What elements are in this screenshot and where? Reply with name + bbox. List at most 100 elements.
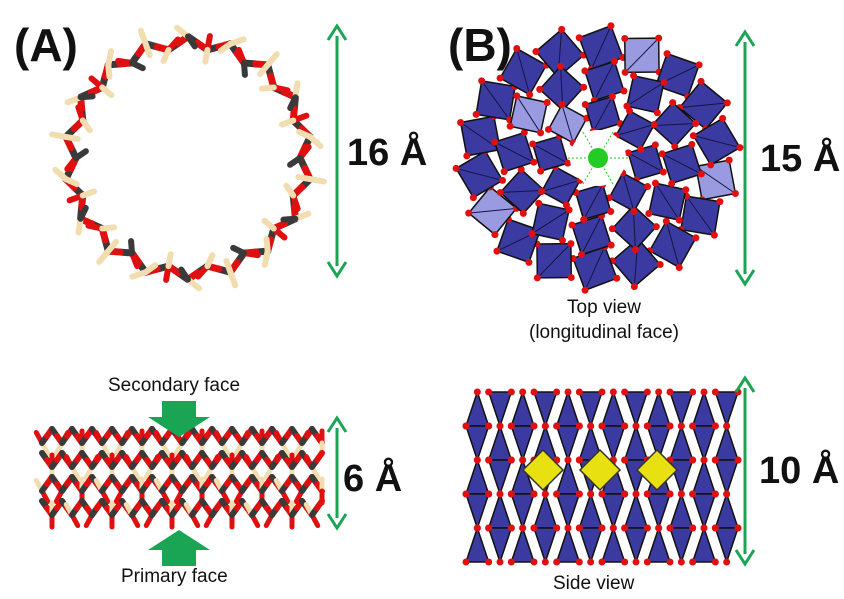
polyhedron: [495, 218, 542, 264]
bond: [233, 49, 248, 67]
bond: [281, 88, 299, 101]
bond: [78, 192, 87, 211]
bond: [289, 105, 298, 124]
oxygen-atom: [587, 490, 595, 498]
polyhedron: [679, 195, 721, 236]
oxygen-atom: [609, 388, 617, 396]
oxygen-atom: [465, 209, 473, 217]
atom-stub: [303, 453, 315, 470]
atom-stub: [143, 512, 155, 529]
atom-stub: [185, 276, 202, 292]
atom-stub: [189, 464, 201, 481]
polyhedron: [654, 52, 701, 98]
oxygen-atom: [632, 422, 640, 430]
side-polyhedron: [510, 425, 536, 463]
oxygen-atom: [651, 141, 659, 149]
bond: [62, 165, 75, 183]
oxygen-atom: [517, 165, 525, 173]
oxygen-atom: [575, 490, 583, 498]
oxygen-atom: [556, 132, 564, 140]
atom-stub: [249, 512, 261, 529]
bond: [234, 433, 245, 446]
polyhedron: [455, 150, 504, 199]
bond: [164, 474, 175, 487]
oxygen-atom: [533, 240, 541, 248]
oxygen-atom: [512, 204, 520, 212]
oxygen-atom: [462, 422, 470, 430]
oxygen-atom: [723, 99, 731, 107]
atom-stub: [129, 269, 149, 280]
bond: [174, 481, 185, 494]
atom-stub: [269, 501, 281, 518]
oxygen-atom: [506, 122, 514, 130]
oxygen-atom: [587, 490, 595, 498]
bond: [54, 433, 65, 446]
oxygen-atom: [658, 150, 666, 158]
dimension-16A: 16 Å: [347, 132, 428, 174]
atom-stub: [39, 488, 51, 505]
side-polyhedron: [668, 391, 694, 429]
polyhedron-edge: [532, 143, 569, 164]
atom-stub: [93, 429, 105, 446]
bond: [274, 498, 285, 511]
polyhedron-edge: [622, 172, 635, 212]
bond: [284, 505, 295, 518]
atom-stub: [263, 236, 271, 255]
polyhedron-edge: [531, 209, 570, 235]
atom-stub: [105, 48, 115, 68]
bond: [59, 433, 70, 446]
atom-stub: [53, 488, 65, 505]
bond: [240, 59, 260, 68]
atom-stub: [183, 501, 195, 518]
bond: [219, 498, 230, 511]
bond: [89, 505, 100, 518]
atom-stub: [77, 204, 89, 222]
oxygen-atom: [462, 490, 470, 498]
oxygen-atom: [725, 156, 733, 164]
bond: [209, 457, 220, 470]
oxygen-atom: [711, 490, 719, 498]
bond: [179, 433, 190, 446]
oxygen-atom: [660, 78, 668, 86]
oxygen-atom: [535, 199, 543, 207]
oxygen-atom: [462, 490, 470, 498]
oxygen-atom: [632, 422, 640, 430]
oxygen-atom: [613, 274, 621, 282]
oxygen-atom: [689, 558, 697, 566]
atom-stub: [249, 464, 261, 481]
oxygen-atom: [711, 422, 719, 430]
bond: [114, 450, 125, 463]
bond: [174, 269, 192, 284]
bond: [104, 474, 115, 487]
bond: [159, 481, 170, 494]
oxygen-atom: [643, 388, 651, 396]
bond: [77, 215, 95, 228]
oxygen-atom: [538, 188, 546, 196]
coordination-line: [582, 131, 599, 159]
oxygen-atom: [598, 212, 606, 220]
atom-stub: [159, 440, 171, 457]
bond: [233, 249, 248, 267]
bond: [194, 481, 205, 494]
bond: [139, 498, 150, 511]
bond: [124, 457, 135, 470]
oxygen-atom: [666, 456, 674, 464]
oxygen-atom: [530, 422, 538, 430]
bond: [226, 259, 241, 276]
oxygen-atom: [609, 524, 617, 532]
oxygen-atom: [669, 99, 677, 107]
oxygen-atom: [485, 524, 493, 532]
oxygen-atom: [607, 208, 615, 216]
bond: [124, 474, 135, 487]
atom-stub: [179, 477, 191, 494]
oxygen-atom: [684, 93, 692, 101]
oxygen-atom: [485, 558, 493, 566]
polyhedron-edge: [516, 95, 541, 134]
oxygen-atom: [589, 128, 597, 136]
bond: [77, 93, 86, 113]
oxygen-atom: [558, 25, 566, 33]
oxygen-atom: [700, 456, 708, 464]
polyhedron: [678, 80, 729, 131]
bond: [89, 457, 100, 470]
atom-stub: [203, 464, 215, 481]
